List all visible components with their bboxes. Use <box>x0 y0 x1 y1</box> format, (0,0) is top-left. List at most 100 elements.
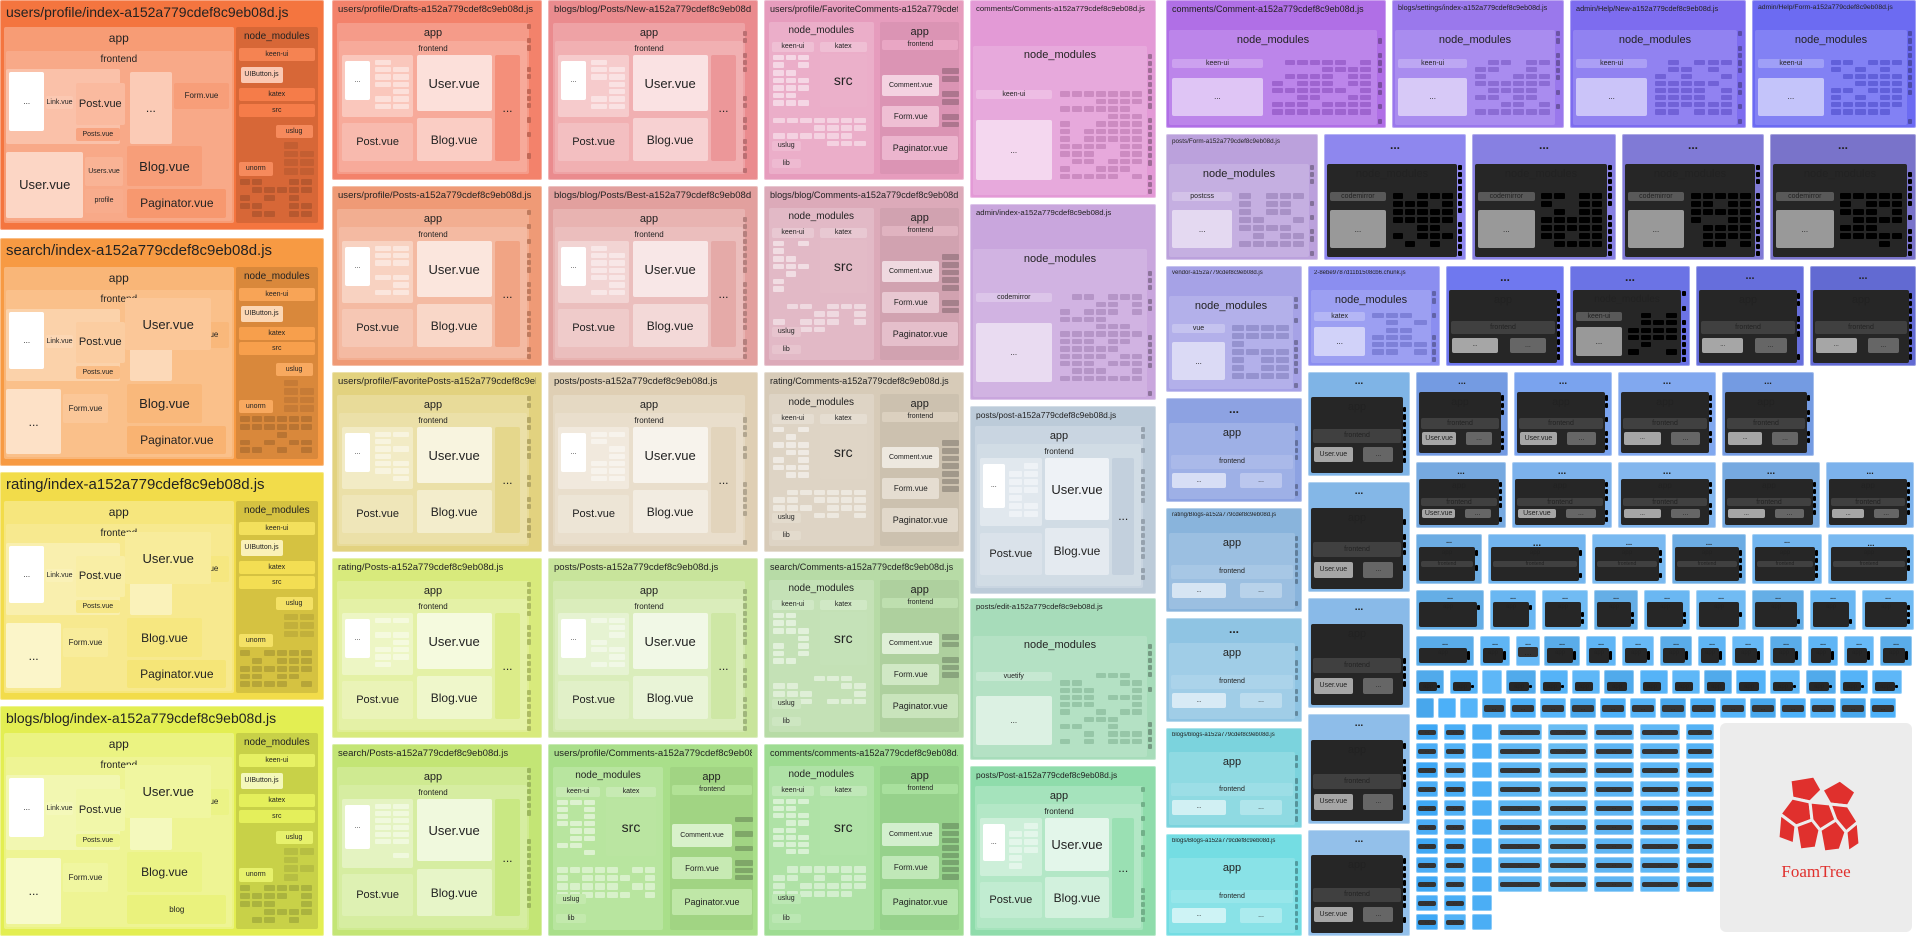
katex-module[interactable]: katex <box>819 41 867 52</box>
submodule[interactable]: vuetify <box>976 672 1052 682</box>
bundle-chunk[interactable]: ... app frontend...... <box>1722 372 1814 456</box>
user-vue-module[interactable]: User.vue <box>1422 432 1457 445</box>
link-vue-module[interactable]: Link.vue <box>45 95 74 110</box>
bundle-chunk[interactable]: ...... <box>1516 636 1540 666</box>
app-group[interactable]: app <box>1453 682 1471 691</box>
bundle-chunk[interactable]: ... <box>1498 762 1542 778</box>
more-modules[interactable]: ... <box>1576 326 1622 356</box>
unorm-module[interactable]: unorm <box>238 633 274 647</box>
bundle-chunk[interactable]: ... <box>1498 857 1542 873</box>
blog-vue-module[interactable]: Blog.vue <box>1044 527 1110 575</box>
more-modules[interactable]: ... <box>1832 509 1865 519</box>
app-group[interactable]: app <box>1419 648 1467 663</box>
bundle-chunk[interactable]: search/Posts-a152a779cdef8c9eb08d.js app f… <box>332 744 542 936</box>
comment-vue-module[interactable]: Comment.vue <box>882 75 940 97</box>
more-modules[interactable]: ... <box>1172 342 1226 380</box>
bundle-chunk[interactable]: app <box>1506 670 1536 694</box>
src-module[interactable]: src <box>238 103 316 118</box>
bundle-chunk[interactable]: ... <box>1498 838 1542 854</box>
bundle-chunk[interactable] <box>1472 743 1492 759</box>
user-vue-module[interactable]: User.vue <box>1518 509 1556 519</box>
bundle-chunk[interactable]: ... <box>1640 762 1680 778</box>
app-group[interactable]: app <box>1707 682 1725 691</box>
bundle-chunk[interactable]: ... app frontend <box>1672 534 1746 584</box>
bundle-chunk[interactable]: blogs/blog/Posts/Best-a152a779cdef8c9eb0… <box>548 186 758 366</box>
more-modules[interactable]: ... <box>1240 907 1282 923</box>
unorm-module[interactable]: unorm <box>238 399 274 413</box>
bundle-chunk[interactable]: admin/index-a152a779cdef8c9eb08d.js node_… <box>970 204 1156 400</box>
bundle-chunk[interactable] <box>1472 724 1492 740</box>
bundle-chunk[interactable]: ... <box>1720 698 1746 718</box>
more-modules[interactable]: ... <box>1771 432 1799 445</box>
bundle-chunk[interactable]: ... app frontend User.vue... <box>1308 372 1410 476</box>
more-modules[interactable]: ... <box>1596 729 1632 736</box>
more-modules[interactable]: ... <box>1688 729 1712 736</box>
bundle-chunk[interactable]: ... node_modules codemirror... <box>1770 134 1916 260</box>
more-modules[interactable]: ... <box>1550 805 1586 812</box>
keen-ui-module[interactable]: keen-ui <box>772 41 814 52</box>
bundle-chunk[interactable] <box>1472 762 1492 778</box>
bundle-chunk[interactable]: ... <box>1498 800 1542 816</box>
bundle-chunk[interactable]: ... <box>1416 914 1438 930</box>
more-modules[interactable]: ... <box>1873 509 1899 519</box>
more-modules[interactable]: ... <box>1446 919 1464 926</box>
bundle-chunk[interactable]: rating/index-a152a779cdef8c9eb08d.js app f… <box>0 472 324 700</box>
more-modules[interactable]: ... <box>1446 824 1464 831</box>
bundle-chunk[interactable] <box>1472 914 1492 930</box>
bundle-chunk[interactable]: ... app <box>1416 590 1484 630</box>
more-modules[interactable]: ... <box>1596 786 1632 793</box>
more-modules[interactable]: ... <box>1418 862 1436 869</box>
more-modules[interactable]: ... <box>1754 338 1787 353</box>
frontend-module[interactable]: frontend <box>1171 454 1293 469</box>
bundle-chunk[interactable]: blogs/settings/index-a152a779cdef8c9eb08… <box>1392 0 1564 128</box>
bundle-chunk[interactable]: ... app frontend User.vue... <box>1512 462 1612 528</box>
more-modules[interactable]: ... <box>1446 767 1464 774</box>
more-modules[interactable]: ... <box>1452 338 1498 353</box>
bundle-chunk[interactable]: posts/Form-a152a779cdef8c9eb08d.js node_m… <box>1166 134 1318 260</box>
more-modules[interactable]: ... <box>129 72 172 144</box>
more-modules[interactable]: ... <box>1418 786 1436 793</box>
more-modules[interactable]: ... <box>1688 805 1712 812</box>
frontend-module[interactable]: frontend <box>1517 498 1603 507</box>
more-modules[interactable]: ... <box>1550 843 1586 850</box>
user-vue-module[interactable]: User.vue <box>1044 818 1110 872</box>
bundle-chunk[interactable]: ... <box>1416 876 1438 892</box>
more-modules[interactable]: ... <box>1112 818 1134 918</box>
bundle-chunk[interactable]: vendor-a152a779cdef8c9eb08d.js node_modul… <box>1166 266 1302 392</box>
app-group[interactable]: app <box>1755 602 1797 627</box>
more-modules[interactable]: ... <box>1642 729 1678 736</box>
app-group[interactable]: app <box>1883 648 1905 663</box>
bundle-chunk[interactable]: ... <box>1594 876 1634 892</box>
bundle-chunk[interactable]: ... app <box>1752 590 1804 630</box>
more-modules[interactable]: ... <box>1510 338 1546 353</box>
form-vue-module[interactable]: Form.vue <box>882 856 940 880</box>
more-modules[interactable]: ... <box>1550 786 1586 793</box>
bundle-chunk[interactable]: 2-8ebe9787d11b1508cb6.chunk.js node_modul… <box>1308 266 1440 366</box>
more-modules[interactable]: ... <box>1842 705 1864 712</box>
bundle-chunk[interactable]: ... app <box>1480 636 1510 666</box>
bundle-chunk[interactable]: ... app <box>1696 590 1746 630</box>
more-modules[interactable]: ... <box>1688 748 1712 755</box>
more-modules[interactable]: ... <box>1550 767 1586 774</box>
more-modules[interactable]: ... <box>9 311 45 369</box>
bundle-chunk[interactable]: ... app <box>1594 590 1638 630</box>
bundle-chunk[interactable]: ... <box>1810 698 1836 718</box>
frontend-module[interactable]: frontend <box>1313 774 1401 789</box>
more-modules[interactable]: ... <box>1867 338 1899 353</box>
more-modules[interactable]: ... <box>1550 824 1586 831</box>
more-modules[interactable]: ... <box>1446 862 1464 869</box>
more-modules[interactable]: ... <box>561 60 586 101</box>
frontend-module[interactable]: frontend <box>1623 498 1707 507</box>
frontend-module[interactable]: frontend <box>1597 561 1657 568</box>
post-vue-module[interactable]: Post.vue <box>980 881 1042 918</box>
more-modules[interactable]: ... <box>1642 786 1678 793</box>
more-modules[interactable]: ... <box>1576 77 1648 116</box>
paginator-vue-module[interactable]: blog <box>127 894 227 925</box>
user-vue-module[interactable]: User.vue <box>124 298 212 351</box>
app-group[interactable]: app <box>1773 682 1793 691</box>
form-vue-module[interactable]: Form.vue <box>174 82 229 110</box>
app-group[interactable]: app <box>1847 648 1867 663</box>
blog-vue-module[interactable]: Blog.vue <box>416 490 492 534</box>
submodule[interactable]: keen-ui <box>1576 58 1648 68</box>
comment-vue-module[interactable]: Comment.vue <box>882 261 940 283</box>
